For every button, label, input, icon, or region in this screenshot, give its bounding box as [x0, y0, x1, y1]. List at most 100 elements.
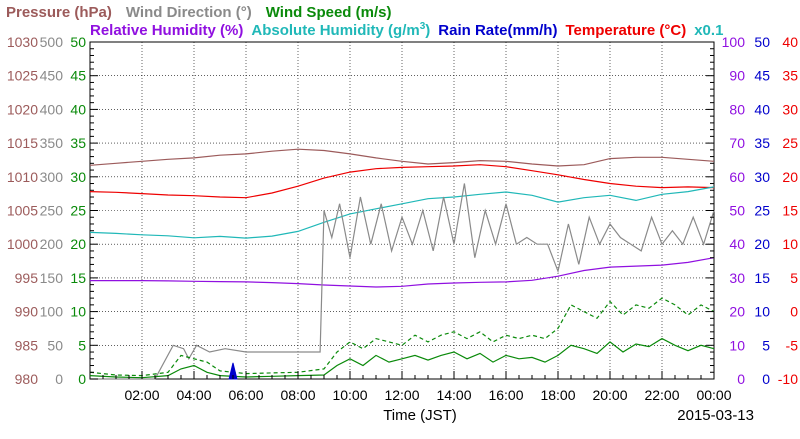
y-tick-label-rain: 30: [754, 169, 770, 185]
y-tick-label-pressure: 1000: [7, 236, 38, 252]
y-tick-label-humidity: 20: [729, 304, 745, 320]
axis-layer: 02:00 04:00 06:00 08:00 10:00 12:00 14:00 16:00…: [7, 34, 798, 403]
y-tick-label-rain: 0: [762, 371, 770, 387]
x-tick-label: 00:00: [696, 387, 731, 403]
x-tick-label: 22:00: [644, 387, 679, 403]
legend: Pressure (hPa) Wind Direction (°) Wind Spe…: [6, 4, 723, 39]
y-tick-label-rain: 15: [754, 270, 770, 286]
y-tick-label-wind-speed: 15: [70, 270, 86, 286]
y-tick-label-wind-speed: 40: [70, 101, 86, 117]
y-tick-label-wind-direction: 0: [55, 371, 63, 387]
y-tick-label-wind-speed: 50: [70, 34, 86, 50]
y-tick-label-wind-direction: 400: [40, 101, 64, 117]
y-tick-label-humidity: 30: [729, 270, 745, 286]
y-tick-label-wind-direction: 250: [40, 203, 64, 219]
y-tick-label-temperature: -10: [778, 371, 798, 387]
series-wind-direction: [90, 183, 715, 380]
y-tick-label-humidity: 50: [729, 203, 745, 219]
y-tick-label-rain: 50: [754, 34, 770, 50]
y-tick-label-wind-direction: 100: [40, 304, 64, 320]
y-tick-label-wind-direction: 500: [40, 34, 64, 50]
date-label: 2015-03-13: [677, 407, 754, 424]
y-tick-label-pressure: 980: [15, 371, 39, 387]
y-tick-label-humidity: 100: [722, 34, 746, 50]
y-tick-label-rain: 20: [754, 236, 770, 252]
x-tick-label: 06:00: [228, 387, 263, 403]
y-tick-label-wind-speed: 30: [70, 169, 86, 185]
y-tick-label-temperature: 40: [782, 34, 798, 50]
x-tick-label: 20:00: [592, 387, 627, 403]
y-tick-label-temperature: 30: [782, 101, 798, 117]
y-tick-label-wind-speed: 0: [78, 371, 86, 387]
y-tick-label-pressure: 985: [15, 337, 39, 353]
legend-entry: Wind Speed (m/s): [266, 4, 392, 21]
y-tick-label-wind-direction: 150: [40, 270, 64, 286]
y-tick-label-temperature: 20: [782, 169, 798, 185]
y-tick-label-rain: 35: [754, 135, 770, 151]
legend-entry: Wind Direction (°): [126, 4, 252, 21]
y-tick-label-wind-direction: 350: [40, 135, 64, 151]
y-tick-label-humidity: 90: [729, 68, 745, 84]
y-tick-label-humidity: 80: [729, 101, 745, 117]
legend-entry: Relative Humidity (%): [90, 22, 243, 39]
y-tick-label-pressure: 1025: [7, 68, 38, 84]
legend-entry: Pressure (hPa): [6, 4, 112, 21]
y-tick-label-humidity: 0: [737, 371, 745, 387]
y-tick-label-rain: 40: [754, 101, 770, 117]
y-tick-label-temperature: 5: [790, 270, 798, 286]
series-absolute-humidity-g-m3-x0-1: [89, 186, 715, 239]
y-tick-label-pressure: 990: [15, 304, 39, 320]
y-tick-label-pressure: 1005: [7, 203, 38, 219]
y-tick-label-rain: 45: [754, 68, 770, 84]
series-wind-speed-gust-m-s: [89, 297, 715, 377]
y-tick-label-pressure: 1030: [7, 34, 38, 50]
series-temperature-c: [89, 164, 715, 199]
y-tick-label-humidity: 70: [729, 135, 745, 151]
series-relative-humidity: [90, 257, 715, 288]
legend-entry: Rain Rate(mm/h): [438, 22, 557, 39]
x-tick-label: 10:00: [332, 387, 367, 403]
x-tick-label: 18:00: [540, 387, 575, 403]
y-tick-label-wind-speed: 35: [70, 135, 86, 151]
y-tick-label-humidity: 60: [729, 169, 745, 185]
y-tick-label-wind-direction: 450: [40, 68, 64, 84]
x-tick-label: 14:00: [436, 387, 471, 403]
series-wind-speed-m-s: [89, 337, 715, 379]
series-layer: [89, 148, 715, 380]
y-tick-label-wind-direction: 300: [40, 169, 64, 185]
y-tick-label-humidity: 10: [729, 337, 745, 353]
y-tick-label-rain: 5: [762, 337, 770, 353]
y-tick-label-temperature: 0: [790, 304, 798, 320]
x-tick-label: 08:00: [280, 387, 315, 403]
x-axis-label: Time (JST): [383, 407, 457, 424]
grid: [90, 42, 714, 379]
y-tick-label-wind-speed: 5: [78, 337, 86, 353]
y-tick-label-rain: 25: [754, 203, 770, 219]
legend-entry: x0.1: [694, 22, 723, 39]
y-tick-label-temperature: 15: [782, 203, 798, 219]
y-tick-label-humidity: 40: [729, 236, 745, 252]
y-tick-label-temperature: 25: [782, 135, 798, 151]
y-tick-label-pressure: 1010: [7, 169, 38, 185]
y-tick-label-temperature: 35: [782, 68, 798, 84]
x-tick-label: 16:00: [488, 387, 523, 403]
y-tick-label-pressure: 1015: [7, 135, 38, 151]
y-tick-label-temperature: -5: [786, 337, 799, 353]
y-tick-label-pressure: 995: [15, 270, 39, 286]
y-tick-label-wind-speed: 10: [70, 304, 86, 320]
x-tick-label: 12:00: [384, 387, 419, 403]
legend-entry: Absolute Humidity (g/m3): [251, 21, 430, 39]
y-tick-label-wind-speed: 25: [70, 203, 86, 219]
y-tick-label-rain: 10: [754, 304, 770, 320]
y-tick-label-wind-speed: 45: [70, 68, 86, 84]
x-tick-label: 02:00: [124, 387, 159, 403]
x-tick-label: 04:00: [176, 387, 211, 403]
legend-entry: Temperature (°C): [565, 22, 686, 39]
y-tick-label-pressure: 1020: [7, 101, 38, 117]
y-tick-label-wind-direction: 200: [40, 236, 64, 252]
y-tick-label-temperature: 10: [782, 236, 798, 252]
series-pressure-hpa: [89, 148, 715, 167]
y-tick-label-wind-direction: 50: [47, 337, 63, 353]
